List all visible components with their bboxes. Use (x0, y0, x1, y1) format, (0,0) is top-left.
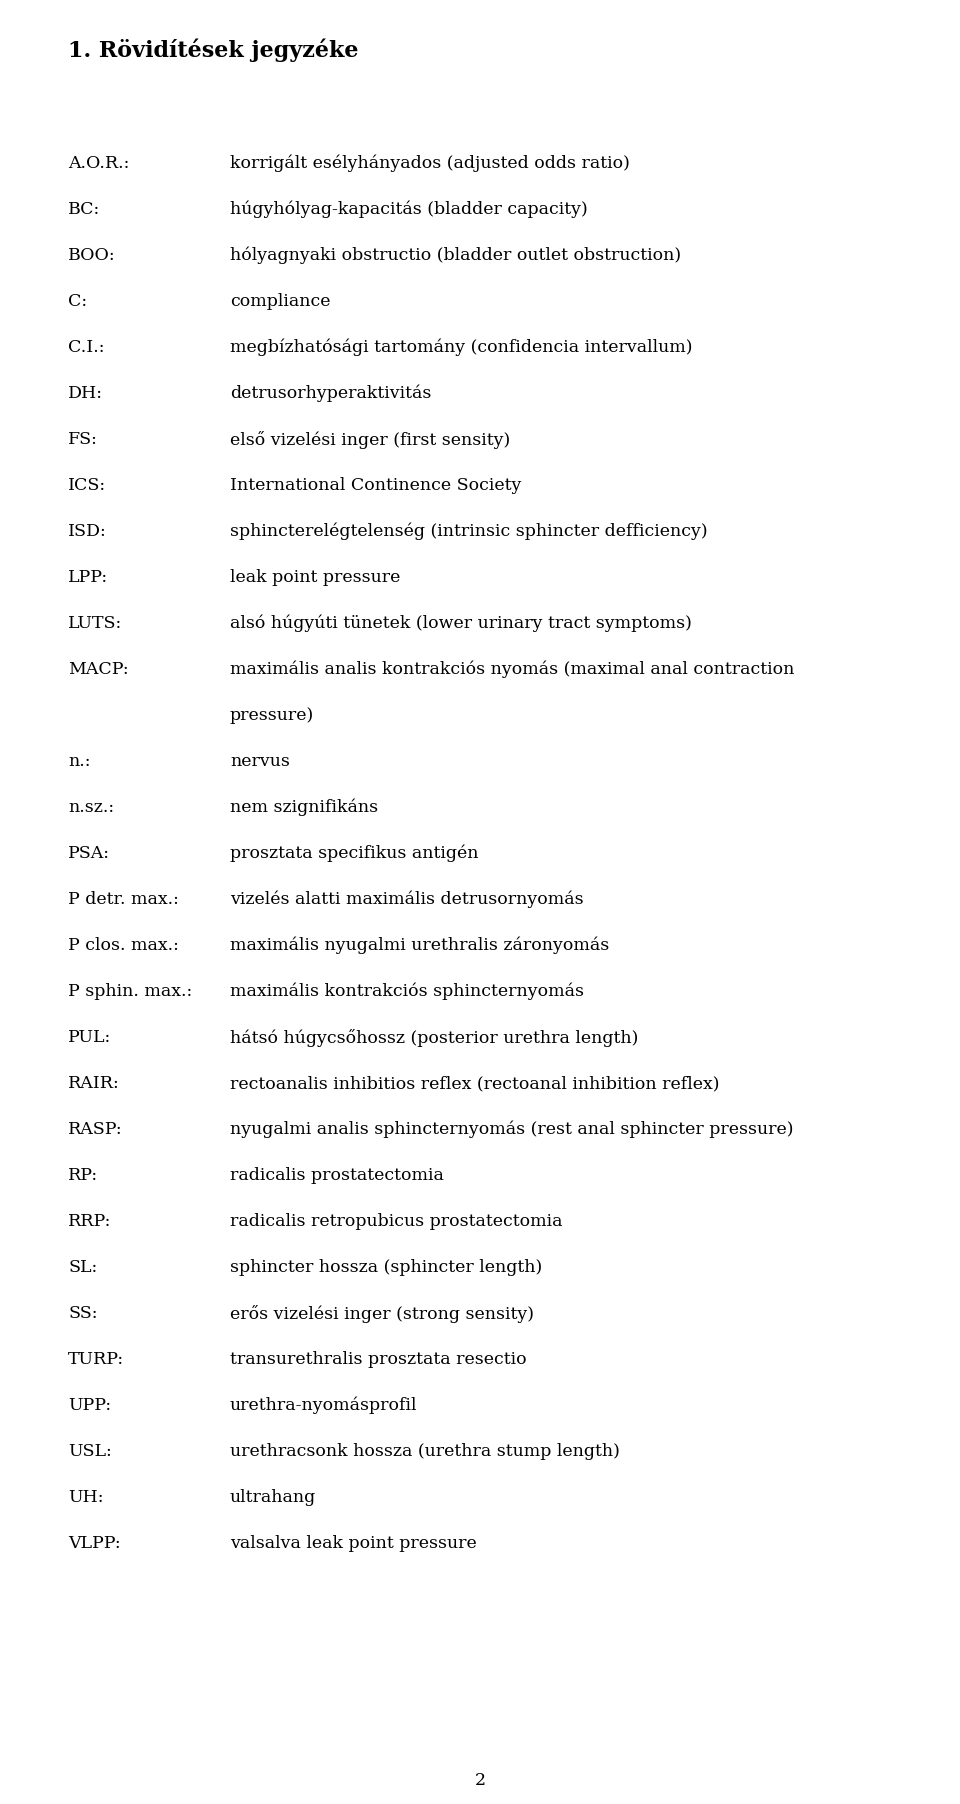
Text: leak point pressure: leak point pressure (230, 568, 400, 586)
Text: LUTS:: LUTS: (68, 615, 122, 631)
Text: ISD:: ISD: (68, 523, 107, 539)
Text: PUL:: PUL: (68, 1028, 111, 1046)
Text: nyugalmi analis sphincternyomás (rest anal sphincter pressure): nyugalmi analis sphincternyomás (rest an… (230, 1120, 794, 1138)
Text: radicalis retropubicus prostatectomia: radicalis retropubicus prostatectomia (230, 1212, 563, 1230)
Text: alsó húgyúti tünetek (lower urinary tract symptoms): alsó húgyúti tünetek (lower urinary trac… (230, 615, 692, 633)
Text: megbízhatósági tartomány (confidencia intervallum): megbízhatósági tartomány (confidencia in… (230, 339, 692, 357)
Text: LPP:: LPP: (68, 568, 108, 586)
Text: SS:: SS: (68, 1304, 98, 1322)
Text: SL:: SL: (68, 1259, 97, 1275)
Text: detrusorhyperaktivitás: detrusorhyperaktivitás (230, 384, 431, 402)
Text: nervus: nervus (230, 752, 290, 770)
Text: urethracsonk hossza (urethra stump length): urethracsonk hossza (urethra stump lengt… (230, 1443, 620, 1459)
Text: RRP:: RRP: (68, 1212, 111, 1230)
Text: nem szignifikáns: nem szignifikáns (230, 799, 378, 817)
Text: sphincter hossza (sphincter length): sphincter hossza (sphincter length) (230, 1259, 542, 1275)
Text: VLPP:: VLPP: (68, 1535, 121, 1551)
Text: n.:: n.: (68, 752, 90, 770)
Text: FS:: FS: (68, 431, 98, 447)
Text: maximális nyugalmi urethralis záronyomás: maximális nyugalmi urethralis záronyomás (230, 936, 610, 954)
Text: RASP:: RASP: (68, 1120, 123, 1138)
Text: radicalis prostatectomia: radicalis prostatectomia (230, 1167, 444, 1183)
Text: UH:: UH: (68, 1488, 104, 1506)
Text: C.I.:: C.I.: (68, 339, 105, 355)
Text: A.O.R.:: A.O.R.: (68, 155, 130, 171)
Text: valsalva leak point pressure: valsalva leak point pressure (230, 1535, 477, 1551)
Text: vizelés alatti maximális detrusornyomás: vizelés alatti maximális detrusornyomás (230, 891, 584, 909)
Text: n.sz.:: n.sz.: (68, 799, 114, 815)
Text: RP:: RP: (68, 1167, 98, 1183)
Text: húgyhólyag-kapacitás (bladder capacity): húgyhólyag-kapacitás (bladder capacity) (230, 200, 588, 218)
Text: TURP:: TURP: (68, 1351, 124, 1367)
Text: BC:: BC: (68, 200, 100, 218)
Text: hátsó húgycsőhossz (posterior urethra length): hátsó húgycsőhossz (posterior urethra le… (230, 1028, 638, 1046)
Text: prosztata specifikus antigén: prosztata specifikus antigén (230, 844, 478, 862)
Text: sphincterelégtelenség (intrinsic sphincter defficiency): sphincterelégtelenség (intrinsic sphinct… (230, 523, 708, 541)
Text: erős vizelési inger (strong sensity): erős vizelési inger (strong sensity) (230, 1304, 534, 1322)
Text: P clos. max.:: P clos. max.: (68, 936, 179, 954)
Text: PSA:: PSA: (68, 844, 110, 862)
Text: 2: 2 (474, 1772, 486, 1790)
Text: P detr. max.:: P detr. max.: (68, 891, 179, 907)
Text: transurethralis prosztata resectio: transurethralis prosztata resectio (230, 1351, 527, 1367)
Text: 1. Rövidítések jegyzéke: 1. Rövidítések jegyzéke (68, 38, 358, 61)
Text: ultrahang: ultrahang (230, 1488, 316, 1506)
Text: korrigált esélyhányados (adjusted odds ratio): korrigált esélyhányados (adjusted odds r… (230, 155, 630, 173)
Text: UPP:: UPP: (68, 1396, 111, 1414)
Text: BOO:: BOO: (68, 247, 115, 263)
Text: pressure): pressure) (230, 707, 314, 723)
Text: DH:: DH: (68, 384, 103, 402)
Text: ICS:: ICS: (68, 476, 107, 494)
Text: RAIR:: RAIR: (68, 1075, 120, 1091)
Text: MACP:: MACP: (68, 660, 129, 678)
Text: urethra-nyomásprofil: urethra-nyomásprofil (230, 1396, 418, 1414)
Text: C:: C: (68, 292, 87, 310)
Text: P sphin. max.:: P sphin. max.: (68, 983, 192, 999)
Text: maximális analis kontrakciós nyomás (maximal anal contraction: maximális analis kontrakciós nyomás (max… (230, 660, 794, 678)
Text: International Continence Society: International Continence Society (230, 476, 521, 494)
Text: rectoanalis inhibitios reflex (rectoanal inhibition reflex): rectoanalis inhibitios reflex (rectoanal… (230, 1075, 719, 1091)
Text: USL:: USL: (68, 1443, 111, 1459)
Text: első vizelési inger (first sensity): első vizelési inger (first sensity) (230, 431, 511, 449)
Text: maximális kontrakciós sphincternyomás: maximális kontrakciós sphincternyomás (230, 983, 584, 1001)
Text: compliance: compliance (230, 292, 330, 310)
Text: hólyagnyaki obstructio (bladder outlet obstruction): hólyagnyaki obstructio (bladder outlet o… (230, 247, 682, 265)
